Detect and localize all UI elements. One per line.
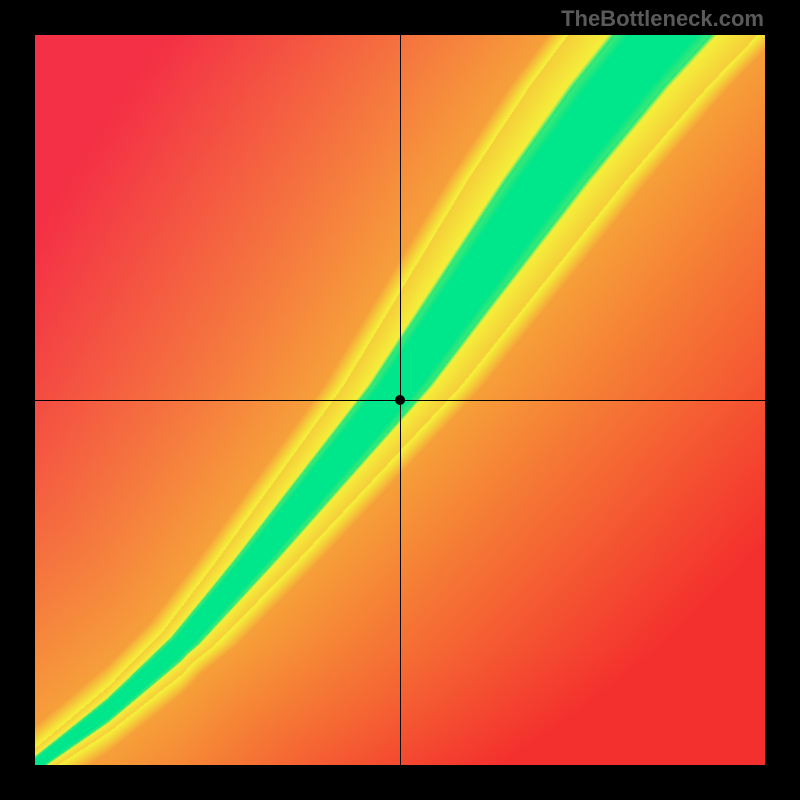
crosshair-marker (395, 395, 405, 405)
plot-area (35, 35, 765, 765)
watermark-text: TheBottleneck.com (561, 6, 764, 32)
